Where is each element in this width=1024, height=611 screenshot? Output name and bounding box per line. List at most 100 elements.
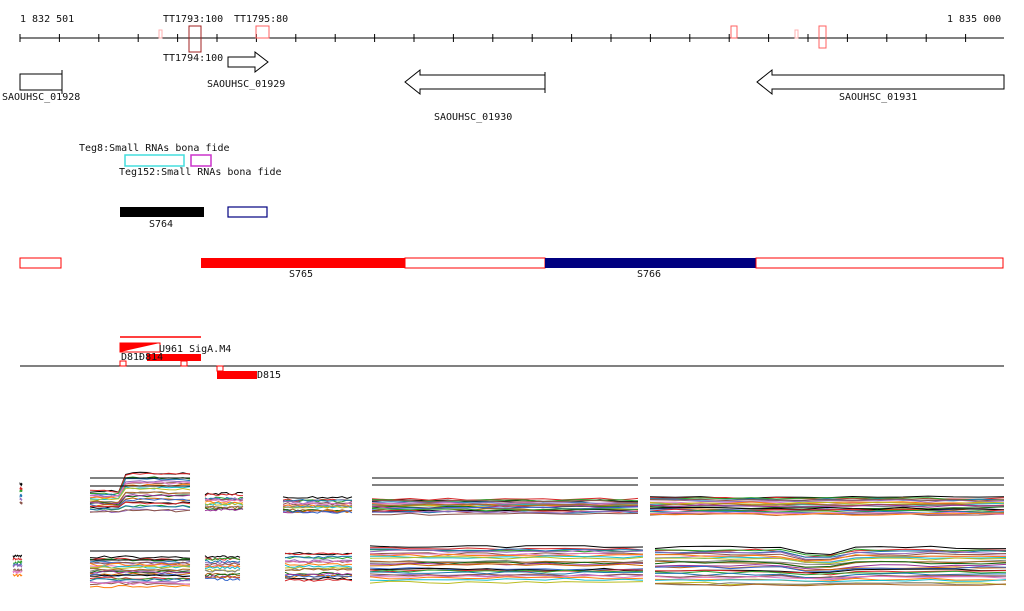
signal-d8xx-bar[interactable] [147,354,201,361]
terminator-label-tt1794[interactable]: TT1794:100 [163,53,224,64]
profile-line [19,497,23,501]
signal-track[interactable] [20,336,1004,379]
small-rna-teg152-box[interactable] [190,154,212,167]
segment-s764-label[interactable]: S764 [149,219,174,230]
gene-label-saouhsc-01928[interactable]: SAOUHSC_01928 [2,92,81,103]
profile-line [204,505,244,509]
small-rna-teg8-box[interactable] [124,154,185,167]
signal-d8xx-label[interactable]: D81Đ814 [121,352,164,363]
profile-line [89,486,191,501]
profile-line [371,497,639,501]
terminator-label-tt1795[interactable]: TT1795:80 [234,14,289,25]
gene-track[interactable] [19,50,1005,96]
profile-line [89,487,191,501]
profile-line [89,574,191,578]
profile-line [12,569,23,575]
terminator-tt1793[interactable] [188,25,202,53]
profile-line [654,545,1007,556]
profile-line [284,555,352,559]
signal-d815-label[interactable]: D815 [257,370,282,381]
profile-line [204,500,244,504]
profile-line [12,563,23,568]
profile-line [12,573,23,578]
gene-saouhsc-01929-arrow[interactable] [227,50,269,74]
profile-line [284,572,353,576]
terminator-right-2[interactable] [818,25,827,49]
segment-s766-label[interactable]: S766 [637,269,662,280]
segment-s765-bar[interactable] [201,258,405,268]
profile-line [89,481,191,498]
profile-line [204,507,244,512]
signal-u961-label[interactable]: U961 SigA.M4 [159,344,232,355]
segment-left-outline[interactable] [19,257,62,269]
small-rna-teg8-label[interactable]: Teg8:Small RNAs bona fide [79,143,230,154]
signal-d815-bar[interactable] [217,371,257,379]
profile-line [654,565,1007,572]
profile-line [204,498,244,503]
segment-s764-bar[interactable] [120,207,204,217]
profile-line [284,564,353,568]
profile-line [90,501,191,508]
profile-line [89,508,191,513]
profile-line [369,580,644,585]
gene-label-saouhsc-01931[interactable]: SAOUHSC_01931 [839,92,918,103]
profile-line [654,561,1007,568]
profile-line [649,497,1005,501]
segment-s765-outline[interactable] [404,257,546,269]
profile-line [654,582,1007,586]
terminator-tt1795[interactable] [255,25,270,39]
segment-s766-outline[interactable] [755,257,1004,269]
profile-line [204,561,241,565]
gene-saouhsc-01928-shape[interactable] [19,73,63,91]
profile-line [654,554,1007,562]
profile-line [282,495,353,499]
profile-line [89,562,191,567]
profile-line [204,574,241,579]
profile-line [12,567,23,573]
profile-line [89,578,191,582]
profile-line [282,504,353,509]
profile-line [369,574,644,579]
segment-navy-outline[interactable] [227,206,268,218]
profile-line [369,577,644,582]
segment-s766-bar[interactable] [545,258,756,268]
terminator-label-tt1793[interactable]: TT1793:100 [163,14,224,25]
profile-line [369,567,644,572]
profile-line [654,570,1007,576]
profile-line [372,510,639,514]
profile-line [89,477,191,497]
profile-line [369,576,644,580]
profile-line [649,504,1004,508]
terminator-small-1 [158,29,163,39]
profile-line [204,577,241,582]
gene-label-saouhsc-01930[interactable]: SAOUHSC_01930 [434,112,513,123]
profile-line [284,567,353,571]
profile-line [284,556,353,560]
profile-line [204,562,241,566]
profile-line [371,512,639,516]
expression-profiles [12,471,1007,589]
terminator-right-1[interactable] [730,25,738,39]
small-rna-teg152-label[interactable]: Teg152:Small RNAs bona fide [119,167,282,178]
profile-line [19,482,23,487]
profile-line [89,472,191,493]
coord-start: 1 832 501 [20,14,75,25]
profile-line [282,510,353,514]
gene-saouhsc-01931-arrow[interactable] [756,68,1005,96]
profile-line [369,562,643,566]
profile-line [89,570,191,574]
profile-line [649,499,1005,503]
profile-line [204,569,241,573]
segment-s765-label[interactable]: S765 [289,269,314,280]
profile-line [89,581,191,586]
profile-line [371,503,639,508]
gene-saouhsc-01930-arrow[interactable] [404,68,546,96]
profile-line [204,557,241,561]
profile-line [371,508,639,512]
signal-u961-ramp[interactable] [120,343,160,352]
profile-line [89,505,191,511]
terminator-marks[interactable] [158,25,827,53]
profile-line [654,552,1007,561]
gene-label-saouhsc-01929[interactable]: SAOUHSC_01929 [207,79,286,90]
